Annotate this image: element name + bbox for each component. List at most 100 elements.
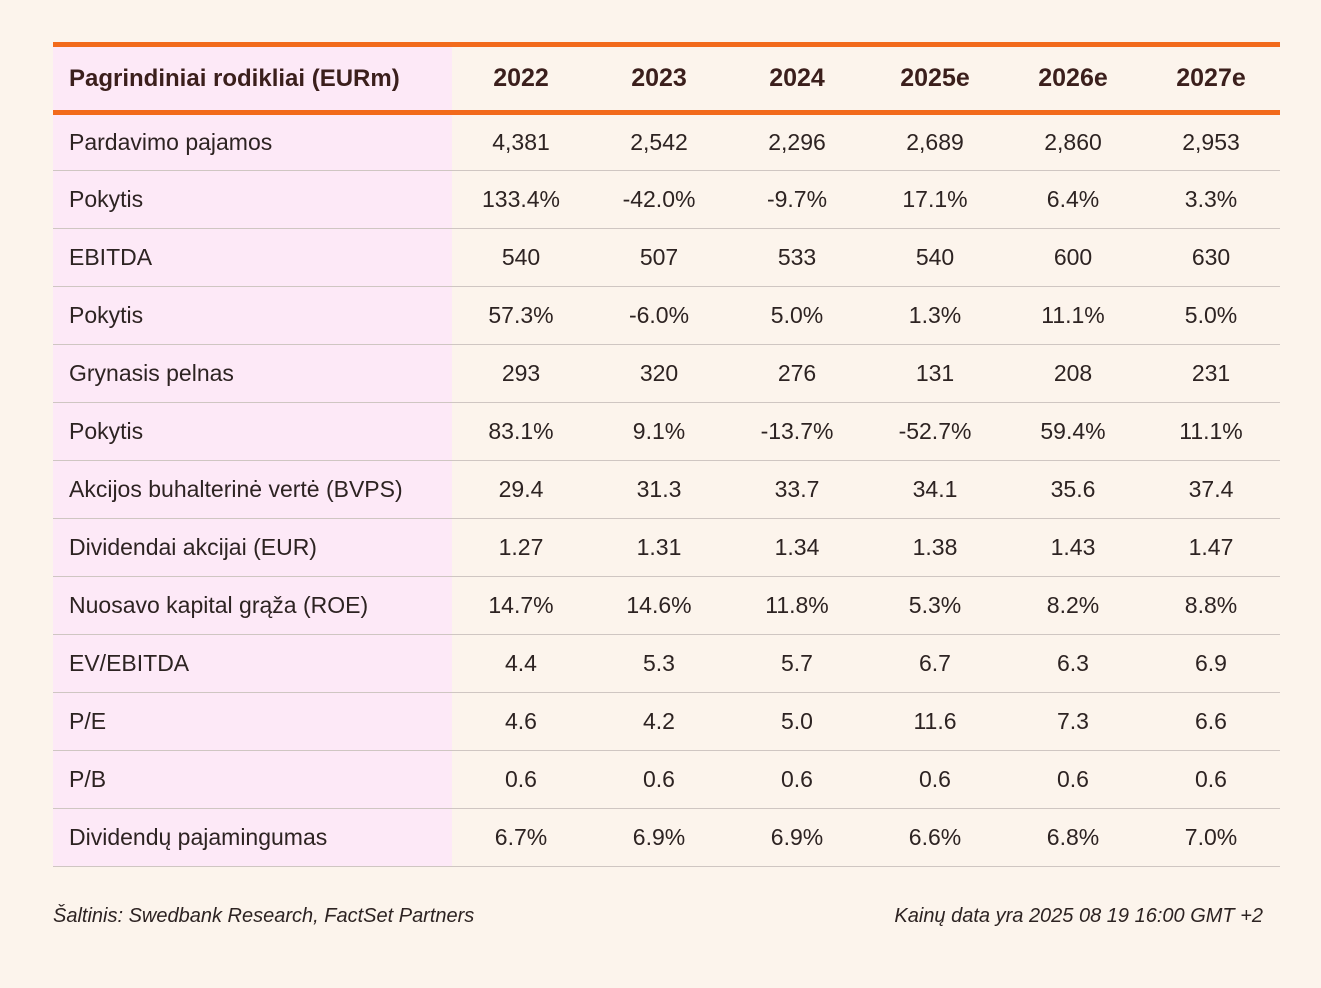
table-cell: 7.3 (1004, 692, 1142, 751)
table-row: EBITDA 540 507 533 540 600 630 (53, 228, 1280, 287)
table-cell: 320 (590, 344, 728, 403)
table-cell: 4,381 (452, 112, 590, 171)
table-cell: 6.7 (866, 634, 1004, 693)
table-cell: 6.3 (1004, 634, 1142, 693)
table-cell: 6.9% (728, 808, 866, 867)
table-cell: 5.0% (1142, 286, 1280, 345)
table-cell: 5.0% (728, 286, 866, 345)
table-cell: -9.7% (728, 170, 866, 229)
table-cell: 131 (866, 344, 1004, 403)
table-cell: 0.6 (590, 750, 728, 809)
year-header: 2026e (1004, 42, 1142, 115)
table-cell: 2,296 (728, 112, 866, 171)
table-cell: 5.3 (590, 634, 728, 693)
table-cell: 1.34 (728, 518, 866, 577)
table-cell: 0.6 (1142, 750, 1280, 809)
table-cell: 11.6 (866, 692, 1004, 751)
table-cell: 35.6 (1004, 460, 1142, 519)
table-cell: 6.9% (590, 808, 728, 867)
table-cell: 540 (866, 228, 1004, 287)
key-metrics-table: Pagrindiniai rodikliai (EURm) 2022 2023 … (53, 42, 1280, 867)
table-cell: 2,953 (1142, 112, 1280, 171)
table-cell: 9.1% (590, 402, 728, 461)
row-label: Dividendų pajamingumas (53, 808, 452, 867)
year-header: 2027e (1142, 42, 1280, 115)
table-cell: 4.4 (452, 634, 590, 693)
table-cell: -6.0% (590, 286, 728, 345)
table-cell: 0.6 (1004, 750, 1142, 809)
table-row: Pokytis 133.4% -42.0% -9.7% 17.1% 6.4% 3… (53, 170, 1280, 229)
row-label: Grynasis pelnas (53, 344, 452, 403)
table-body: Pardavimo pajamos 4,381 2,542 2,296 2,68… (53, 112, 1280, 867)
table-cell: 2,542 (590, 112, 728, 171)
table-cell: 5.3% (866, 576, 1004, 635)
table-cell: 7.0% (1142, 808, 1280, 867)
table-cell: 8.2% (1004, 576, 1142, 635)
table-cell: 6.6% (866, 808, 1004, 867)
table-cell: 1.47 (1142, 518, 1280, 577)
table-cell: 8.8% (1142, 576, 1280, 635)
table-cell: 1.27 (452, 518, 590, 577)
row-label: Pokytis (53, 402, 452, 461)
table-row: P/E 4.6 4.2 5.0 11.6 7.3 6.6 (53, 692, 1280, 751)
table-cell: 5.7 (728, 634, 866, 693)
table-row: P/B 0.6 0.6 0.6 0.6 0.6 0.6 (53, 750, 1280, 809)
table-cell: 1.38 (866, 518, 1004, 577)
table-cell: 11.1% (1004, 286, 1142, 345)
table-cell: -52.7% (866, 402, 1004, 461)
row-label: EV/EBITDA (53, 634, 452, 693)
table-cell: 4.6 (452, 692, 590, 751)
table-cell: 14.7% (452, 576, 590, 635)
table-cell: 29.4 (452, 460, 590, 519)
table-row: Nuosavo kapital grąža (ROE) 14.7% 14.6% … (53, 576, 1280, 635)
row-label: Pokytis (53, 286, 452, 345)
table-cell: 293 (452, 344, 590, 403)
table-cell: 6.8% (1004, 808, 1142, 867)
table-cell: 1.31 (590, 518, 728, 577)
table-row: EV/EBITDA 4.4 5.3 5.7 6.7 6.3 6.9 (53, 634, 1280, 693)
table-header-row: Pagrindiniai rodikliai (EURm) 2022 2023 … (53, 42, 1280, 115)
table-cell: 11.1% (1142, 402, 1280, 461)
year-header: 2023 (590, 42, 728, 115)
table-row: Akcijos buhalterinė vertė (BVPS) 29.4 31… (53, 460, 1280, 519)
table-cell: 4.2 (590, 692, 728, 751)
table-cell: 6.6 (1142, 692, 1280, 751)
table-cell: 630 (1142, 228, 1280, 287)
row-label: Dividendai akcijai (EUR) (53, 518, 452, 577)
table-title: Pagrindiniai rodikliai (EURm) (53, 42, 452, 115)
table-row: Pokytis 83.1% 9.1% -13.7% -52.7% 59.4% 1… (53, 402, 1280, 461)
table-cell: 3.3% (1142, 170, 1280, 229)
table-cell: 6.9 (1142, 634, 1280, 693)
table-cell: -13.7% (728, 402, 866, 461)
year-header: 2025e (866, 42, 1004, 115)
table-cell: 600 (1004, 228, 1142, 287)
table-cell: 17.1% (866, 170, 1004, 229)
table-cell: 507 (590, 228, 728, 287)
table-cell: 5.0 (728, 692, 866, 751)
row-label: Akcijos buhalterinė vertė (BVPS) (53, 460, 452, 519)
table-cell: 83.1% (452, 402, 590, 461)
year-header: 2024 (728, 42, 866, 115)
table-cell: 231 (1142, 344, 1280, 403)
row-label: Pokytis (53, 170, 452, 229)
table-cell: 2,860 (1004, 112, 1142, 171)
table-row: Dividendų pajamingumas 6.7% 6.9% 6.9% 6.… (53, 808, 1280, 867)
table-cell: 57.3% (452, 286, 590, 345)
table-cell: 34.1 (866, 460, 1004, 519)
table-row: Grynasis pelnas 293 320 276 131 208 231 (53, 344, 1280, 403)
table-row: Pokytis 57.3% -6.0% 5.0% 1.3% 11.1% 5.0% (53, 286, 1280, 345)
row-label: Pardavimo pajamos (53, 112, 452, 171)
table-cell: 14.6% (590, 576, 728, 635)
row-label: EBITDA (53, 228, 452, 287)
table-cell: 1.43 (1004, 518, 1142, 577)
table-cell: 533 (728, 228, 866, 287)
row-label: Nuosavo kapital grąža (ROE) (53, 576, 452, 635)
row-label: P/E (53, 692, 452, 751)
table-cell: 208 (1004, 344, 1142, 403)
table-cell: 276 (728, 344, 866, 403)
table-cell: 6.7% (452, 808, 590, 867)
table-cell: 59.4% (1004, 402, 1142, 461)
price-date-note: Kainų data yra 2025 08 19 16:00 GMT +2 (894, 905, 1263, 927)
table-cell: 37.4 (1142, 460, 1280, 519)
table-cell: 0.6 (728, 750, 866, 809)
